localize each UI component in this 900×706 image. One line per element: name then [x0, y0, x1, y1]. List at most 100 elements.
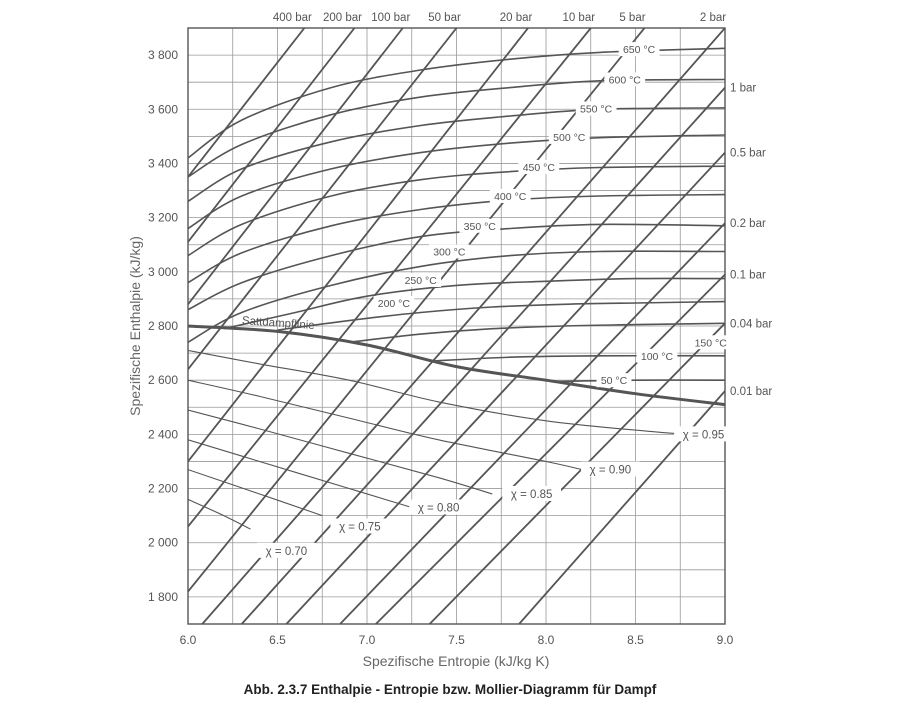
isobar-line	[188, 28, 529, 463]
quality-line	[188, 409, 493, 495]
quality-label: χ = 0.85	[511, 489, 553, 501]
isotherm-label-bg	[400, 272, 442, 287]
plot-frame	[187, 27, 726, 625]
isobar-label: 10 bar	[562, 12, 595, 24]
quality-line	[188, 498, 251, 530]
isotherm-line	[188, 193, 725, 284]
y-tick-label: 2 600	[148, 373, 178, 387]
isobar-line	[201, 28, 725, 624]
isotherm-label: 50 °C	[601, 375, 628, 387]
isotherm-label: 650 °C	[623, 44, 656, 56]
isobar-label: 0.04 bar	[730, 318, 772, 330]
y-tick-label: 3 000	[148, 265, 178, 279]
isotherm-label-bg	[690, 335, 732, 350]
isotherm-line	[188, 250, 725, 343]
isotherm-label: 300 °C	[433, 247, 466, 259]
quality-label-bg	[330, 518, 390, 534]
isobar-label: 100 bar	[371, 12, 410, 24]
plot-curves	[188, 28, 725, 624]
isotherm-line	[188, 223, 725, 311]
isotherm-label-bg	[373, 295, 415, 310]
isobar-line	[188, 28, 306, 178]
y-tick-label: 3 400	[148, 156, 178, 170]
y-tick-label: 3 600	[148, 102, 178, 116]
y-tick-label: 2 200	[148, 482, 178, 496]
isobar-line	[339, 222, 725, 624]
isotherm-label-bg	[618, 42, 660, 57]
quality-label: χ = 0.90	[590, 465, 632, 477]
quality-label-bg	[674, 426, 733, 442]
isotherm-label-bg	[575, 101, 617, 116]
isotherm-label-bg	[548, 129, 590, 144]
isotherm-line	[429, 354, 725, 362]
isobar-label: 2 bar	[700, 12, 726, 24]
isotherm-label-bg	[518, 159, 560, 174]
x-axis-label: Spezifische Entropie (kJ/kg K)	[363, 653, 550, 669]
isobar-label: 0.2 bar	[730, 218, 766, 230]
y-axis-label: Spezifische Enthalpie (kJ/kg)	[127, 236, 143, 416]
isotherm-label: 400 °C	[494, 191, 527, 203]
y-tick-label: 2 800	[148, 319, 178, 333]
isobar-label: 0.01 bar	[730, 386, 772, 398]
y-tick-label: 2 400	[148, 427, 178, 441]
isotherm-line	[277, 300, 725, 331]
quality-label: χ = 0.95	[683, 429, 725, 441]
isobar-label: 1 bar	[730, 83, 756, 95]
x-tick-label: 7.5	[448, 633, 465, 647]
x-tick-label: 6.5	[269, 633, 286, 647]
isobar-label: 0.1 bar	[730, 270, 766, 282]
y-tick-label: 3 200	[148, 211, 178, 225]
quality-label-bg	[409, 499, 468, 515]
isotherm-label-bg	[428, 244, 470, 259]
curve-labels: 400 bar 200 bar 100 bar 50 bar 20 bar 10 bar 5…	[241, 12, 772, 558]
quality-line	[188, 349, 690, 435]
isotherm-label-bg	[459, 218, 501, 233]
x-tick-label: 9.0	[717, 633, 734, 647]
isotherm-label: 600 °C	[609, 74, 642, 86]
isobar-line	[188, 28, 646, 593]
quality-line	[188, 439, 412, 509]
isotherm-label: 350 °C	[464, 221, 497, 233]
quality-label-bg	[502, 485, 562, 501]
isobar-label: 5 bar	[619, 12, 645, 24]
quality-label: χ = 0.70	[266, 546, 308, 558]
y-tick-label: 2 000	[148, 536, 178, 550]
quality-line	[188, 469, 323, 517]
isobar-line	[428, 322, 725, 624]
figure-caption: Abb. 2.3.7 Enthalpie - Entropie bzw. Mol…	[243, 682, 657, 697]
x-tick-label: 6.0	[180, 633, 197, 647]
isobar-label: 0.5 bar	[730, 148, 766, 160]
isotherm-line	[188, 47, 725, 159]
isotherm-label-bg	[489, 188, 531, 203]
isotherm-label: 500 °C	[553, 132, 586, 144]
isotherm-line	[554, 379, 725, 383]
isotherm-line	[349, 322, 725, 344]
quality-label: χ = 0.80	[418, 503, 460, 515]
isotherm-label: 200 °C	[378, 298, 411, 310]
isobar-line	[188, 28, 404, 305]
isobar-line	[188, 28, 356, 243]
quality-label-bg	[257, 542, 316, 558]
y-tick-label: 3 800	[148, 48, 178, 62]
isobar-label: 200 bar	[323, 12, 362, 24]
saturation-line-label: Sattdampflinie	[241, 315, 315, 332]
saturation-line	[188, 324, 725, 407]
quality-line	[188, 379, 582, 471]
x-tick-label: 8.0	[538, 633, 555, 647]
quality-label-bg	[581, 461, 640, 477]
x-tick-label: 8.5	[627, 633, 644, 647]
isobar-line	[241, 86, 725, 624]
isobar-line	[518, 390, 725, 624]
isotherm-label: 450 °C	[523, 162, 556, 174]
isobar-line	[188, 28, 592, 528]
isobar-line	[375, 273, 725, 624]
x-tick-label: 7.0	[359, 633, 376, 647]
y-tick-label: 1 800	[148, 590, 178, 604]
isotherm-label-bg	[596, 373, 632, 388]
isotherm-line	[223, 277, 725, 330]
isobar-line	[285, 151, 725, 624]
isotherm-label-bg	[604, 72, 646, 87]
isotherm-line	[188, 165, 725, 257]
isotherm-label-bg	[636, 348, 678, 363]
isobar-label: 20 bar	[500, 12, 533, 24]
